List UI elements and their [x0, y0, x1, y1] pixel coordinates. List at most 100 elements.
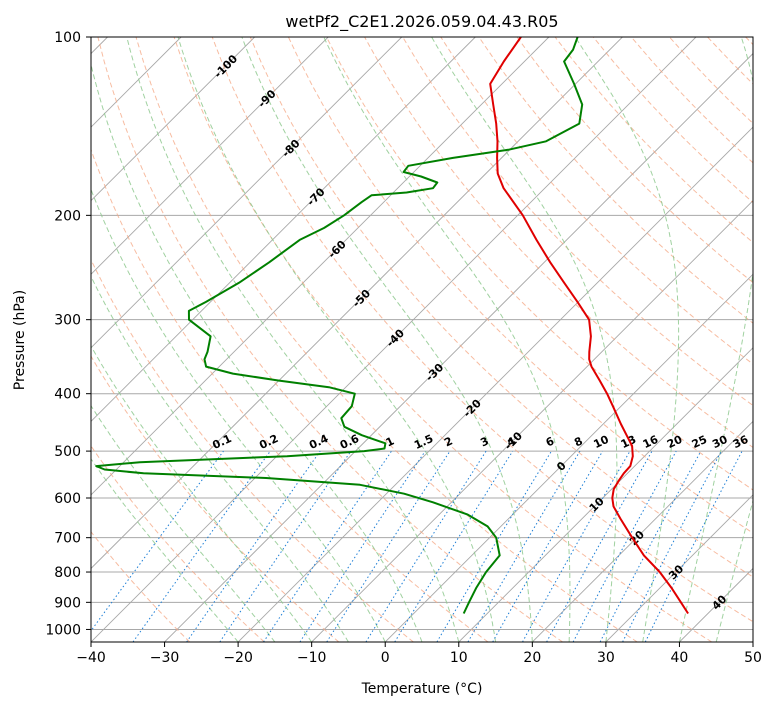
isotherm-line — [532, 420, 753, 642]
isotherm-label: -90 — [255, 87, 278, 110]
mixing-ratio-line — [436, 450, 552, 642]
y-tick-label: 100 — [54, 30, 81, 46]
x-axis-label: Temperature (°C) — [361, 681, 483, 697]
dry-adiabat-line — [135, 37, 638, 642]
isotherm-line — [91, 37, 476, 422]
mixing-ratio-label: 36 — [731, 433, 751, 451]
moist-adiabat-line — [678, 37, 753, 642]
moist-adiabat-line — [91, 188, 386, 642]
moist-adiabat-line — [177, 37, 497, 642]
y-tick-label: 1000 — [45, 622, 81, 638]
mixing-ratio-label: 20 — [665, 433, 685, 451]
profile-series — [95, 37, 689, 615]
mixing-ratio-line — [186, 450, 321, 642]
mixing-ratio-line — [299, 450, 426, 642]
y-axis-ticks: 100 200 300 400 500 600 700 800 900 1000 — [45, 30, 91, 638]
mixing-ratio-label: 0.1 — [210, 432, 233, 452]
moist-adiabat-line — [91, 458, 239, 642]
moist-adiabat-line — [241, 37, 533, 642]
mixing-ratio-label: 0.4 — [307, 432, 330, 452]
isotherm-label: -80 — [279, 137, 302, 160]
dry-adiabat-line — [440, 37, 753, 365]
isotherm-line — [91, 37, 403, 349]
mixing-ratio-label: 8 — [572, 434, 584, 449]
dry-adiabat-line — [91, 258, 414, 642]
moist-adiabat-line — [91, 275, 349, 642]
plot-frame — [90, 36, 754, 643]
x-tick-label: 10 — [450, 650, 468, 666]
x-tick-label: −40 — [76, 650, 106, 666]
moist-adiabat-line — [574, 37, 680, 642]
x-tick-label: −20 — [223, 650, 253, 666]
y-tick-label: 400 — [54, 387, 81, 403]
mixing-ratio-line — [132, 450, 271, 642]
isotherm-label: 0 — [554, 459, 569, 474]
mixing-ratio-line — [394, 450, 514, 642]
mixing-ratio-line — [546, 450, 653, 642]
dry-adiabat-line — [402, 37, 753, 407]
mixing-ratio-line — [644, 450, 743, 642]
moist-adiabat-line — [91, 345, 313, 642]
isotherm-label: -50 — [350, 287, 373, 310]
moist-adiabat-line — [431, 37, 618, 642]
mixing-ratio-line — [599, 450, 702, 642]
mixing-ratio-label: 10 — [592, 433, 612, 451]
isotherm-line — [752, 641, 753, 642]
x-tick-label: 40 — [671, 650, 689, 666]
dry-adiabat-lines — [91, 37, 753, 642]
dry-adiabat-line — [91, 531, 191, 642]
dry-adiabat-line — [91, 148, 489, 642]
isotherm-label: -20 — [461, 397, 484, 420]
mixing-ratio-line — [263, 450, 392, 642]
mixing-ratio-label: 30 — [710, 433, 730, 451]
moist-adiabat-line — [91, 62, 423, 642]
moist-adiabat-lines — [91, 37, 753, 642]
dry-adiabat-line — [211, 37, 753, 623]
x-tick-label: 0 — [381, 650, 390, 666]
isotherm-line — [311, 200, 753, 642]
y-tick-label: 700 — [54, 531, 81, 547]
pressure-gridlines — [91, 37, 753, 630]
mixing-ratio-line — [467, 450, 581, 642]
mixing-ratio-label: 16 — [641, 433, 661, 451]
dry-adiabat-line — [326, 37, 753, 491]
y-tick-label: 200 — [54, 208, 81, 224]
dry-adiabat-line — [97, 37, 563, 642]
mixing-ratio-label: 25 — [690, 433, 709, 451]
mixing-ratio-line — [91, 450, 224, 632]
isotherm-line — [679, 567, 753, 642]
y-tick-label: 300 — [54, 313, 81, 329]
mixing-ratio-label: 1.5 — [412, 432, 435, 452]
dry-adiabat-line — [249, 37, 753, 578]
mixing-ratio-line — [219, 450, 352, 642]
dry-adiabat-line — [554, 37, 753, 244]
y-tick-label: 900 — [54, 595, 81, 611]
dry-adiabat-line — [173, 37, 713, 642]
dry-adiabat-line — [516, 37, 753, 284]
mixing-ratio-lines — [91, 450, 743, 642]
moist-adiabat-line — [126, 37, 460, 642]
isotherm-line — [384, 273, 753, 642]
dry-adiabat-line — [669, 37, 753, 125]
isotherm-line — [91, 37, 255, 202]
x-tick-label: 30 — [597, 650, 615, 666]
plot-area: -100-90-80-70-60-50-40-30-20-10010203040… — [91, 37, 753, 642]
dry-adiabat-line — [745, 37, 753, 46]
dry-adiabat-line — [478, 37, 753, 324]
moist-adiabat-line — [715, 498, 753, 642]
mixing-ratio-line — [522, 450, 631, 642]
isotherm-line — [164, 52, 753, 642]
chart-title: wetPf2_C2E1.2026.059.04.43.R05 — [285, 12, 558, 32]
dry-adiabat-line — [91, 445, 265, 642]
y-tick-label: 800 — [54, 565, 81, 581]
dewpoint-profile-line — [95, 37, 584, 614]
mixing-ratio-line — [572, 450, 677, 642]
mixing-ratio-label: 3 — [478, 434, 490, 449]
isotherm-label: -60 — [326, 238, 349, 261]
isotherm-line — [605, 494, 753, 642]
x-tick-label: −10 — [297, 650, 327, 666]
isotherm-line — [91, 37, 550, 496]
isotherm-label: 30 — [666, 562, 686, 582]
x-axis-ticks: −40 −30 −20 −10 0 10 20 30 40 50 — [76, 642, 762, 666]
